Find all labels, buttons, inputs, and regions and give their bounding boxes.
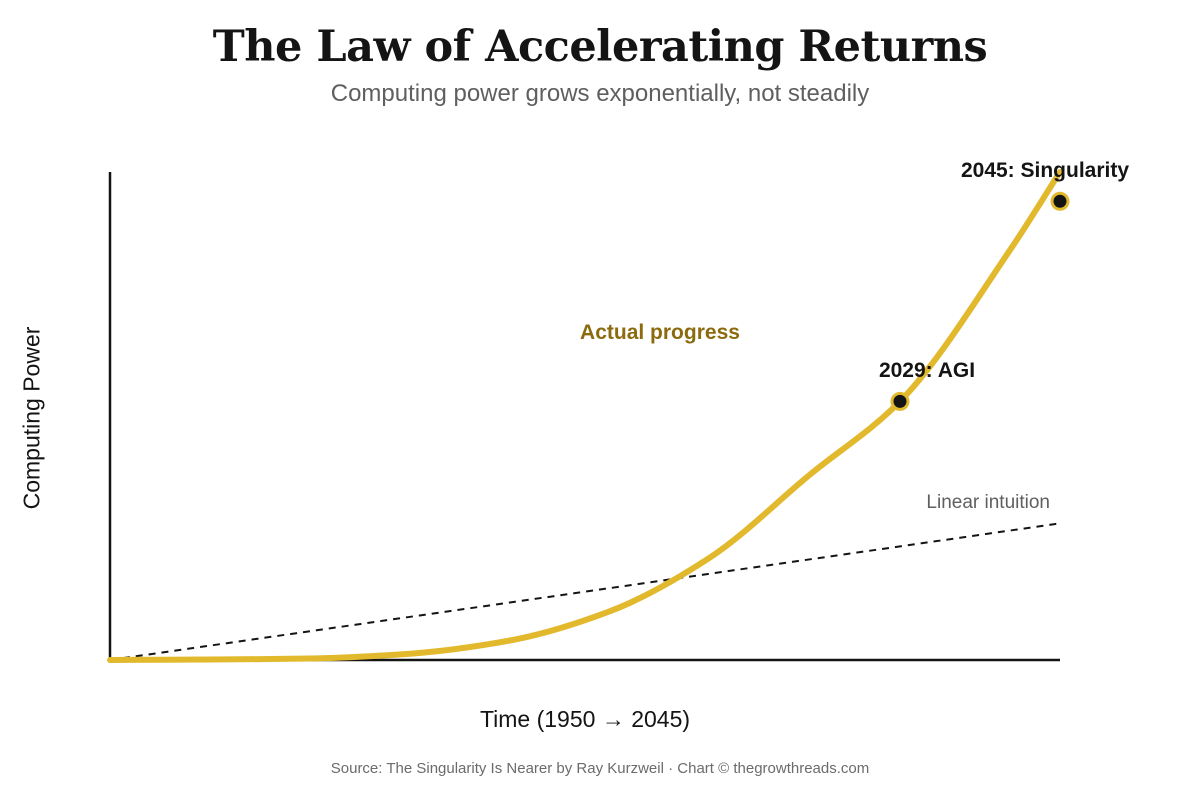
annotation-point — [1050, 191, 1070, 211]
source-footnote: Source: The Singularity Is Nearer by Ray… — [330, 760, 870, 777]
series-label-linear-intuition: Linear intuition — [926, 492, 1050, 513]
series-line-actual-progress — [107, 169, 1063, 663]
annotation-label: 2045: Singularity — [961, 159, 1129, 182]
series-line-linear-intuition — [109, 522, 1061, 661]
y-axis-label: Computing Power — [18, 326, 45, 510]
series-label-actual-progress: Actual progress — [580, 321, 740, 344]
x-axis-label: Time (1950 → 2045) — [479, 706, 691, 732]
annotation-label: 2029: AGI — [879, 359, 975, 382]
chart-title: The Law of Accelerating Returns — [212, 22, 988, 72]
annotation-point — [890, 391, 910, 411]
chart-subtitle: Computing power grows exponentially, not… — [330, 80, 870, 107]
annotations-group: 2029: AGI 2045: Singularity — [879, 159, 1129, 411]
